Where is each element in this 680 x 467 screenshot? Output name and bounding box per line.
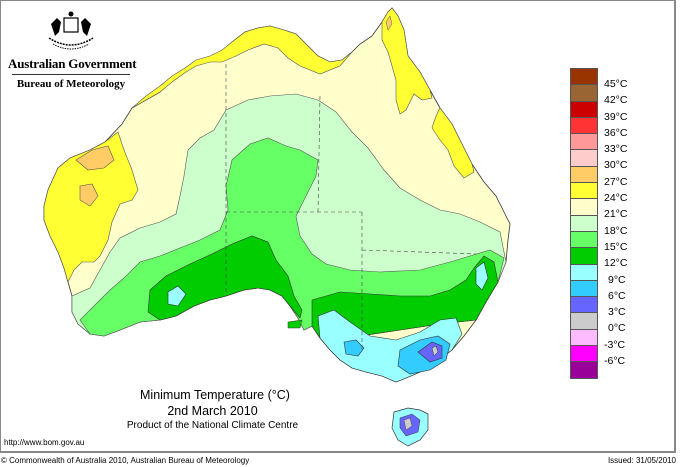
legend-swatch [570,84,598,101]
product-note: Product of the National Climate Centre [126,420,299,431]
legend-label: 30°C [604,159,628,172]
legend-swatch [570,214,598,231]
legend-swatch [570,247,598,264]
bom-url-link[interactable]: http://www.bom.gov.au [4,438,85,447]
legend-label: 9°C [608,273,626,286]
legend-label: -3°C [604,338,626,351]
legend-label: 27°C [604,175,628,188]
bom-logo: Australian Government Bureau of Meteorol… [8,8,137,98]
legend-swatch [570,149,598,166]
legend-swatch [570,100,598,117]
legend-label: 21°C [604,208,628,221]
legend-swatch [570,230,598,248]
legend-label: 3°C [608,306,626,319]
map-date: 2nd March 2010 [167,404,258,418]
legend-swatch [570,165,598,183]
legend-swatch [570,116,598,134]
legend-label: 24°C [604,192,628,205]
legend-swatch [570,328,598,346]
legend-label: 6°C [608,289,626,302]
agency-name: Australian Government [8,56,137,71]
legend-swatch [570,296,598,313]
map-caption: Minimum Temperature (°C) 2nd March 2010 … [127,387,298,433]
copyright-text: © Commonwealth of Australia 2010, Austra… [1,456,250,465]
legend-swatch [570,68,598,85]
legend-label: 36°C [604,126,628,139]
legend-swatch [570,133,598,150]
legend-swatch [570,279,598,297]
legend-swatch [570,198,598,215]
legend-label: 33°C [604,143,628,156]
legend-label: 0°C [608,322,626,335]
legend-labels: 45°C 42°C 39°C 36°C 33°C 30°C 27°C 24°C … [604,76,654,369]
legend-swatch [570,345,598,362]
legend-swatch [570,182,598,199]
legend-label: 42°C [604,94,628,107]
legend-label: 45°C [604,78,628,90]
legend-swatch [570,312,598,329]
legend-label: 39°C [604,110,628,123]
legend-label: -6°C [604,355,626,368]
color-legend [570,68,598,379]
issued-date: Issued: 31/05/2010 [607,456,676,465]
legend-label: 15°C [604,240,628,253]
coat-of-arms-icon [48,11,94,50]
legend-label: 12°C [604,257,628,270]
legend-label: 18°C [604,224,628,237]
legend-swatch [570,361,598,379]
legend-swatch [570,263,598,280]
bureau-name: Bureau of Meteorology [16,78,126,90]
divider [12,74,130,75]
map-title: Minimum Temperature (°C) [140,388,290,402]
